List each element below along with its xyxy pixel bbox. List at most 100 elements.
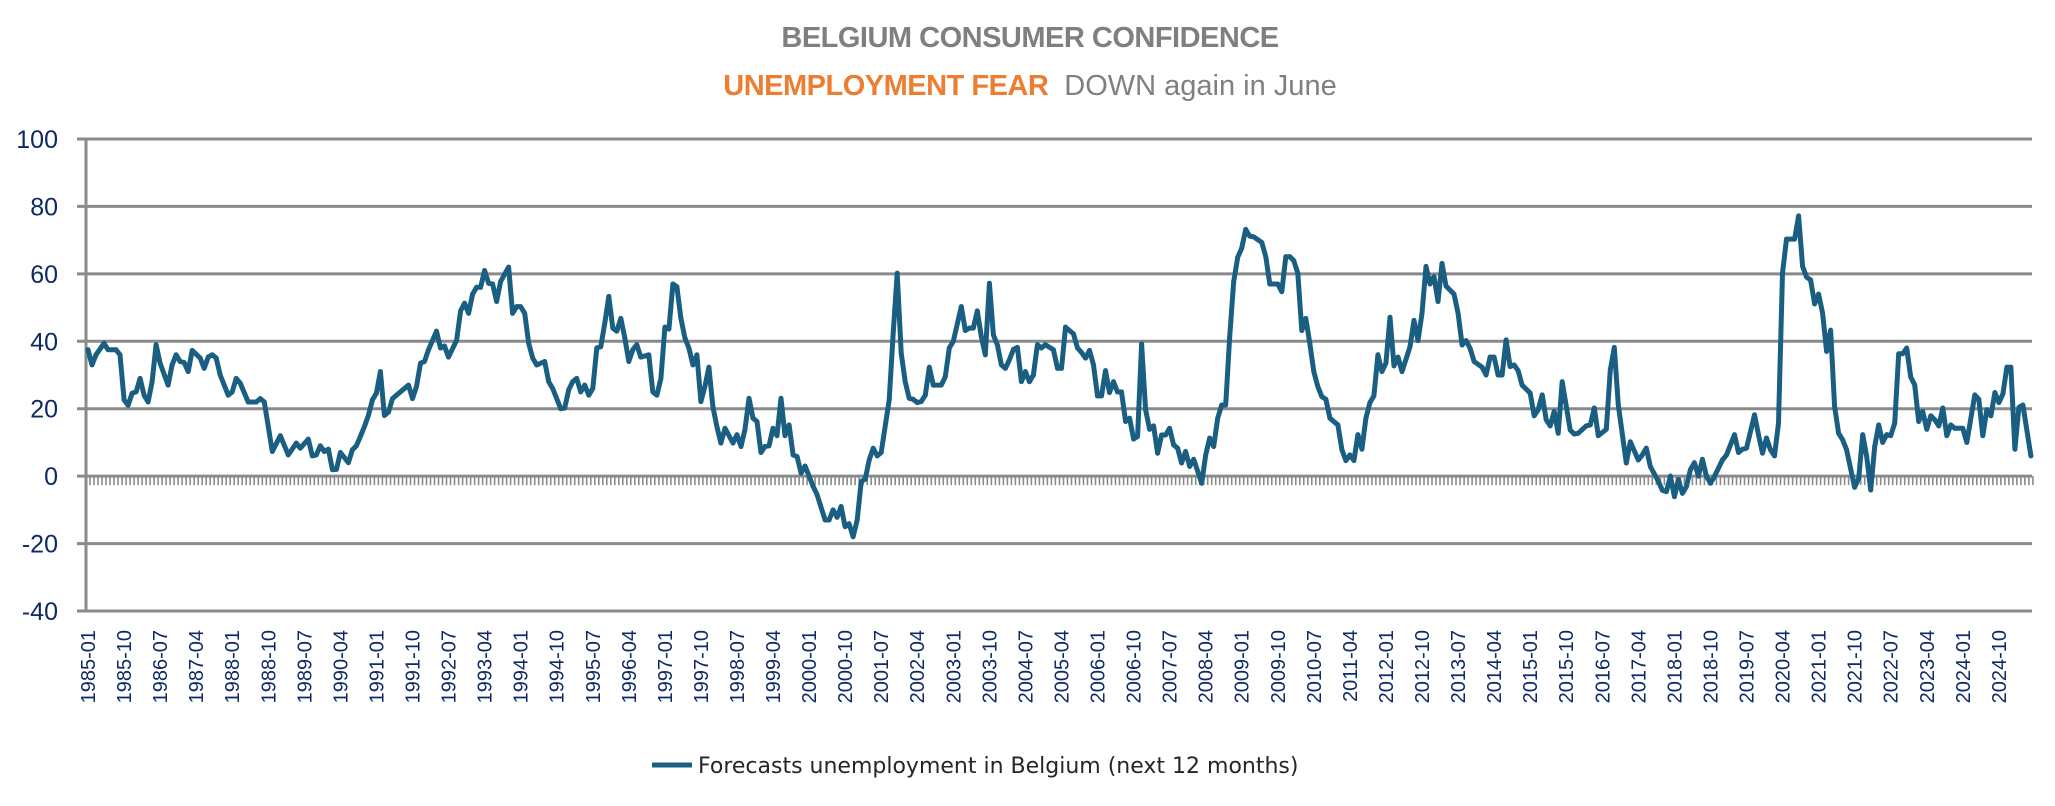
data-point bbox=[1379, 369, 1385, 374]
data-point bbox=[1479, 364, 1485, 370]
data-point bbox=[1664, 489, 1669, 495]
y-tick-label: 40 bbox=[30, 328, 58, 356]
data-point bbox=[1423, 264, 1429, 269]
y-tick-label: 100 bbox=[16, 126, 58, 154]
data-point bbox=[1495, 372, 1501, 378]
data-point bbox=[1147, 426, 1152, 432]
data-point bbox=[858, 479, 864, 484]
data-point bbox=[1035, 342, 1040, 348]
data-point bbox=[1952, 425, 1958, 431]
data-point bbox=[618, 316, 624, 321]
data-point bbox=[1123, 419, 1128, 424]
data-point bbox=[330, 467, 335, 473]
data-point bbox=[490, 281, 495, 287]
data-point bbox=[1852, 484, 1857, 490]
data-point bbox=[1115, 389, 1120, 395]
data-point bbox=[157, 360, 163, 366]
data-point bbox=[269, 449, 275, 454]
data-point bbox=[1551, 409, 1557, 414]
data-point bbox=[958, 304, 964, 309]
x-tick-label: 2009-01 bbox=[1232, 630, 1254, 703]
data-point bbox=[650, 389, 656, 395]
data-point bbox=[1756, 432, 1761, 438]
data-point bbox=[786, 422, 792, 428]
data-point bbox=[1768, 447, 1773, 453]
x-tick-label: 2023-04 bbox=[1917, 630, 1939, 703]
data-point bbox=[846, 521, 852, 527]
data-point bbox=[774, 433, 780, 439]
data-point bbox=[1127, 415, 1132, 421]
x-tick-label: 2008-04 bbox=[1196, 630, 1218, 703]
data-point bbox=[982, 352, 988, 358]
data-point bbox=[590, 386, 596, 391]
data-point bbox=[946, 345, 952, 351]
data-point bbox=[1359, 446, 1365, 452]
data-point bbox=[125, 402, 131, 408]
data-point bbox=[582, 382, 588, 388]
data-point bbox=[962, 328, 968, 333]
data-point bbox=[610, 325, 616, 331]
data-point bbox=[999, 362, 1004, 368]
x-tick-label: 2018-10 bbox=[1700, 630, 1722, 703]
data-point bbox=[1575, 430, 1581, 436]
x-tick-label: 1996-04 bbox=[619, 630, 641, 703]
data-point bbox=[149, 379, 155, 385]
data-point bbox=[1143, 407, 1148, 413]
data-point bbox=[1291, 258, 1297, 264]
data-point bbox=[1511, 362, 1517, 368]
data-point bbox=[1235, 254, 1241, 260]
data-point bbox=[1844, 447, 1849, 453]
data-point bbox=[930, 382, 936, 388]
data-point bbox=[1515, 368, 1521, 373]
data-point bbox=[1704, 473, 1709, 479]
data-point bbox=[1167, 425, 1172, 431]
data-point bbox=[386, 409, 391, 415]
data-point bbox=[646, 352, 652, 358]
data-point bbox=[578, 389, 584, 395]
data-point bbox=[89, 362, 95, 368]
data-point bbox=[1688, 467, 1693, 473]
data-point bbox=[426, 347, 431, 353]
y-tick-label: 60 bbox=[30, 261, 58, 289]
data-point bbox=[626, 359, 632, 364]
data-point bbox=[970, 325, 976, 331]
data-point bbox=[1407, 344, 1413, 350]
x-tick-label: 2020-04 bbox=[1773, 630, 1795, 703]
data-point bbox=[550, 386, 556, 391]
data-point bbox=[1187, 464, 1193, 469]
data-point bbox=[910, 396, 916, 402]
data-point bbox=[237, 380, 243, 386]
data-point bbox=[93, 352, 99, 358]
data-point bbox=[1804, 274, 1809, 280]
data-point bbox=[85, 347, 91, 353]
data-point bbox=[1900, 351, 1906, 357]
data-point bbox=[1583, 423, 1589, 429]
data-point bbox=[197, 355, 203, 361]
x-tick-label: 1993-04 bbox=[475, 630, 497, 703]
data-point bbox=[257, 396, 263, 401]
data-point bbox=[766, 443, 772, 449]
data-point bbox=[105, 347, 111, 353]
data-point bbox=[458, 308, 463, 314]
data-point bbox=[526, 340, 532, 346]
data-point bbox=[1780, 270, 1785, 276]
data-point bbox=[1459, 342, 1465, 348]
x-tick-label: 2010-07 bbox=[1304, 630, 1326, 703]
data-point bbox=[1924, 426, 1930, 432]
data-point bbox=[1824, 349, 1829, 354]
data-point bbox=[101, 340, 107, 346]
data-point bbox=[358, 434, 363, 439]
data-point bbox=[1972, 392, 1978, 398]
data-point bbox=[1267, 281, 1273, 287]
data-point bbox=[1736, 450, 1741, 455]
legend: Forecasts unemployment in Belgium (next … bbox=[652, 754, 1298, 779]
data-point bbox=[406, 382, 411, 388]
data-point bbox=[898, 350, 904, 356]
x-tick-label: 2014-04 bbox=[1484, 630, 1506, 703]
data-point bbox=[1059, 365, 1064, 371]
x-tick-label: 1987-04 bbox=[186, 630, 208, 703]
data-point bbox=[121, 397, 127, 403]
data-point bbox=[189, 348, 195, 353]
x-tick-label: 1994-10 bbox=[547, 630, 569, 703]
data-point bbox=[1103, 368, 1108, 373]
